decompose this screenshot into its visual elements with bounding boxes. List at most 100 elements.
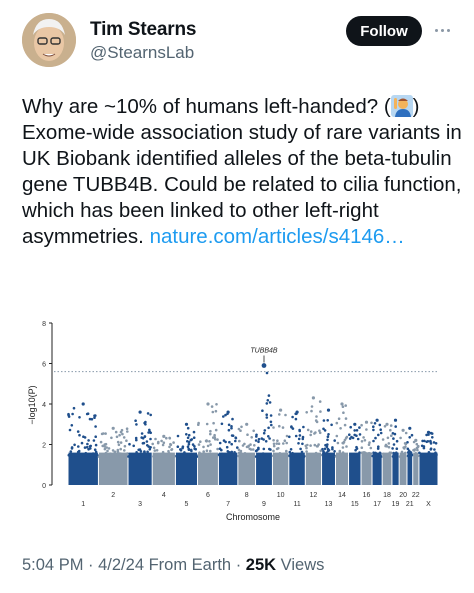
- data-point: [199, 440, 202, 443]
- data-point: [137, 448, 140, 452]
- data-point: [94, 450, 98, 454]
- tweet-meta: 5:04 PM · 4/2/24 From Earth · 25K Views: [22, 556, 324, 575]
- data-point: [83, 436, 87, 439]
- data-point: [205, 455, 209, 458]
- data-point: [197, 443, 201, 446]
- data-point: [191, 443, 195, 446]
- author-name[interactable]: Tim Stearns: [90, 19, 197, 40]
- data-point: [104, 432, 107, 435]
- data-point: [305, 446, 308, 450]
- data-point: [144, 420, 147, 424]
- data-point: [88, 417, 92, 421]
- data-point: [358, 452, 361, 456]
- article-link[interactable]: nature.com/articles/s4146…: [149, 225, 405, 248]
- data-point: [410, 452, 413, 455]
- avatar[interactable]: [22, 13, 76, 67]
- ellipsis-icon[interactable]: [430, 20, 454, 40]
- data-point: [272, 442, 276, 446]
- data-point: [190, 449, 193, 453]
- x-tick-label: 20: [399, 492, 407, 499]
- data-point: [309, 433, 313, 437]
- data-point: [319, 410, 322, 413]
- data-point: [70, 424, 74, 427]
- peak-point: [138, 410, 142, 414]
- data-point: [209, 449, 212, 453]
- data-point: [172, 441, 175, 444]
- data-point: [191, 454, 194, 458]
- data-point: [208, 440, 211, 443]
- data-point: [90, 417, 94, 421]
- data-point: [125, 439, 128, 442]
- data-point: [183, 454, 187, 458]
- data-point: [325, 451, 328, 454]
- data-point: [276, 439, 279, 442]
- data-point: [317, 454, 321, 458]
- data-point: [136, 455, 139, 458]
- follow-button[interactable]: Follow: [346, 16, 422, 46]
- data-point: [265, 371, 269, 375]
- data-point: [344, 404, 348, 407]
- data-point: [269, 420, 273, 424]
- data-point: [367, 443, 371, 446]
- peak-point: [340, 402, 344, 406]
- data-point: [101, 444, 104, 448]
- data-point: [93, 414, 96, 417]
- chromosome-band: [68, 452, 98, 485]
- data-point: [239, 451, 243, 455]
- data-point: [309, 430, 313, 433]
- data-point: [157, 440, 160, 444]
- data-point: [322, 419, 326, 422]
- data-point: [383, 425, 387, 428]
- data-point: [213, 433, 216, 437]
- data-point: [80, 441, 84, 445]
- data-point: [200, 455, 203, 458]
- data-point: [306, 428, 310, 432]
- data-point: [226, 450, 230, 453]
- data-point: [434, 451, 437, 454]
- x-tick-label: 17: [373, 501, 381, 508]
- data-point: [89, 444, 92, 448]
- data-point: [254, 455, 258, 458]
- tweet-text: Why are ~10% of humans left-handed? ( ) …: [22, 94, 462, 250]
- tweet-date[interactable]: 4/2/24: [98, 556, 144, 574]
- data-point: [338, 451, 342, 454]
- data-point: [209, 429, 212, 433]
- data-point: [389, 428, 392, 432]
- data-point: [432, 441, 436, 444]
- data-point: [85, 445, 89, 449]
- data-point: [275, 455, 278, 458]
- data-point: [97, 455, 101, 458]
- data-point: [110, 436, 113, 440]
- data-point: [154, 437, 157, 441]
- data-point: [417, 444, 420, 448]
- data-point: [372, 428, 375, 432]
- data-point: [146, 444, 149, 447]
- data-point: [262, 438, 265, 441]
- data-point: [260, 455, 264, 458]
- data-point: [176, 453, 180, 457]
- data-point: [404, 451, 407, 455]
- data-point: [292, 455, 295, 458]
- data-point: [126, 452, 129, 455]
- data-point: [217, 453, 221, 457]
- data-point: [389, 424, 393, 427]
- data-point: [141, 455, 144, 458]
- author-handle[interactable]: @StearnsLab: [90, 43, 195, 62]
- tweet-time[interactable]: 5:04 PM: [22, 556, 84, 574]
- x-tick-label: 21: [406, 501, 414, 508]
- data-point: [169, 452, 173, 456]
- peak-point: [393, 418, 398, 422]
- data-point: [395, 447, 399, 450]
- data-point: [213, 438, 217, 441]
- data-point: [353, 455, 357, 458]
- data-point: [226, 455, 229, 458]
- data-point: [92, 439, 96, 442]
- data-points: [67, 363, 438, 485]
- data-point: [399, 436, 402, 440]
- data-point: [312, 455, 315, 458]
- data-point: [341, 451, 345, 454]
- data-point: [143, 435, 147, 438]
- data-point: [102, 455, 106, 458]
